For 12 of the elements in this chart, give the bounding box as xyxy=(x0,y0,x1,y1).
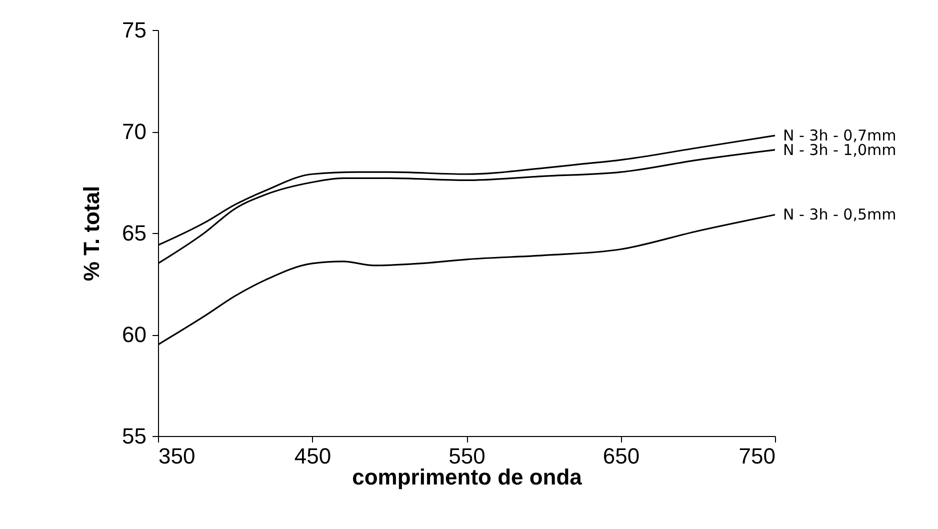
y-tick-label: 75 xyxy=(122,18,146,42)
series-label: N - 3h - 0,7mm xyxy=(783,126,896,145)
series-label: N - 3h - 0,5mm xyxy=(783,206,896,224)
y-axis-title: % T. total xyxy=(79,186,104,282)
y-tick-label: 55 xyxy=(122,424,146,448)
y-tick-label: 65 xyxy=(122,220,146,246)
y-tick-label: 70 xyxy=(122,119,146,144)
x-tick-label: 650 xyxy=(602,444,640,468)
y-tick-label: 60 xyxy=(122,322,146,347)
x-tick-label: 450 xyxy=(294,444,332,468)
x-tick-label: 350 xyxy=(158,444,196,468)
x-tick-label: 750 xyxy=(738,444,776,468)
